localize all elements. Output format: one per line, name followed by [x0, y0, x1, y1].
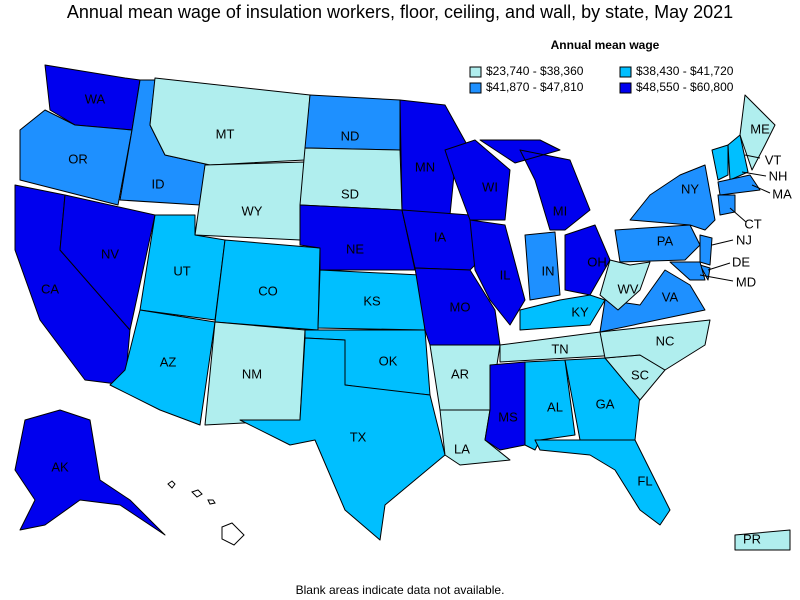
- state: [669, 261, 706, 281]
- state: [599, 259, 651, 311]
- state-label: VT: [765, 152, 782, 167]
- state-label: MN: [415, 159, 435, 174]
- state-label: SC: [631, 367, 649, 382]
- state: [711, 144, 729, 181]
- state-label: KS: [363, 293, 381, 308]
- state: [727, 134, 749, 181]
- state: [599, 269, 706, 333]
- state: [524, 231, 561, 301]
- state: [149, 77, 311, 166]
- state-label: PA: [657, 233, 674, 248]
- state-label: MO: [450, 299, 471, 314]
- state: [444, 139, 511, 221]
- state-label: MI: [553, 203, 567, 218]
- state: [14, 409, 166, 536]
- state: [479, 139, 591, 231]
- legend-title: Annual mean wage: [551, 38, 660, 52]
- state-label: LA: [454, 441, 470, 456]
- state-label: OR: [68, 151, 88, 166]
- state-label: KY: [571, 304, 589, 319]
- state-label: NH: [769, 168, 788, 183]
- state: [564, 224, 611, 296]
- legend-label: $23,740 - $38,360: [486, 64, 584, 78]
- state-label: OK: [379, 353, 398, 368]
- state-label: ID: [152, 176, 165, 191]
- state: [484, 361, 526, 451]
- state-label: PR: [743, 531, 761, 546]
- state-label: CT: [744, 216, 761, 231]
- state: [534, 439, 671, 526]
- state: [614, 224, 701, 263]
- state-label: MD: [736, 274, 756, 289]
- state-label: MS: [498, 409, 518, 424]
- state-label: WI: [482, 179, 498, 194]
- state-label: VA: [662, 289, 679, 304]
- state-label: IN: [542, 263, 555, 278]
- state-label: TX: [350, 429, 367, 444]
- state-label: WA: [85, 91, 106, 106]
- state-label: NJ: [736, 232, 752, 247]
- state: [469, 219, 526, 326]
- state: [59, 194, 156, 331]
- state-label: AZ: [160, 354, 177, 369]
- state-label: ME: [750, 121, 770, 136]
- map-title: Annual mean wage of insulation workers, …: [67, 2, 733, 22]
- state-label: UT: [173, 263, 190, 278]
- legend-swatch: [469, 66, 482, 78]
- legend-swatch: [619, 82, 632, 94]
- state-label: IL: [500, 267, 511, 282]
- hawaii: [167, 480, 245, 546]
- state: [194, 161, 306, 241]
- legend: $23,740 - $38,360 $38,430 - $41,720 $41,87…: [469, 64, 734, 94]
- state-label: CO: [258, 283, 278, 298]
- state: [717, 194, 736, 216]
- state-label: MT: [216, 126, 235, 141]
- state-label: WY: [242, 203, 263, 218]
- state: [717, 174, 761, 196]
- state-label: IA: [434, 229, 447, 244]
- state-label: CA: [41, 281, 59, 296]
- state-label: MA: [772, 186, 792, 201]
- footnote: Blank areas indicate data not available.: [296, 583, 505, 597]
- state-label: NE: [346, 241, 364, 256]
- state: [239, 337, 446, 541]
- state-label: SD: [341, 186, 359, 201]
- states: WA OR CA NV ID MT WY UT CO AZ NM ND SD NE KS OK TX MN IA MO…: [14, 64, 792, 551]
- state-label: WV: [618, 281, 639, 296]
- state: [734, 529, 791, 551]
- state: [564, 357, 641, 441]
- legend-label: $41,870 - $47,810: [486, 80, 584, 94]
- state-label: FL: [637, 473, 652, 488]
- state: [739, 94, 776, 171]
- state: [629, 164, 716, 231]
- state-label: TN: [551, 341, 568, 356]
- state-label: AR: [451, 366, 469, 381]
- state-label: OH: [587, 254, 607, 269]
- state-label: DE: [732, 254, 750, 269]
- legend-swatch: [469, 82, 482, 94]
- state: [699, 234, 713, 266]
- state-label: NC: [656, 333, 675, 348]
- state-label: AL: [547, 399, 563, 414]
- state-label: NY: [681, 181, 699, 196]
- state-label: AK: [51, 459, 69, 474]
- state-label: ND: [341, 128, 360, 143]
- legend-swatch: [619, 66, 632, 78]
- state: [519, 294, 606, 331]
- legend-label: $38,430 - $41,720: [636, 64, 734, 78]
- legend-label: $48,550 - $60,800: [636, 80, 734, 94]
- state-label: GA: [596, 396, 615, 411]
- state: [599, 319, 711, 371]
- leader-lines: [699, 154, 771, 282]
- state-label: NV: [101, 246, 119, 261]
- state-label: NM: [242, 366, 262, 381]
